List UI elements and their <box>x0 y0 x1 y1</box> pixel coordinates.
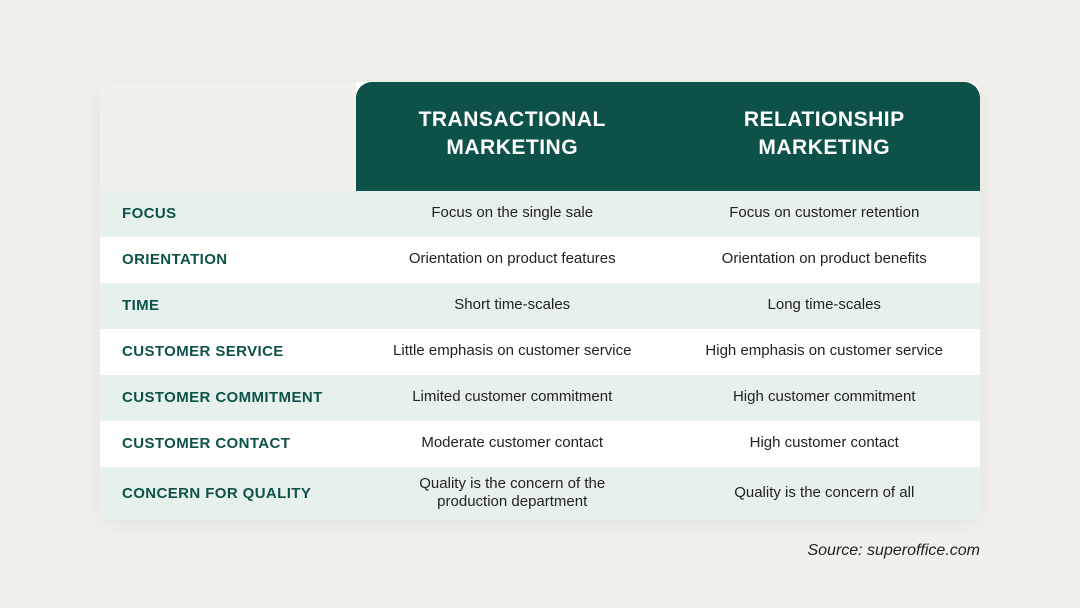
row-cell: High emphasis on customer service <box>668 329 980 375</box>
row-cell: High customer commitment <box>668 375 980 421</box>
table-header-relationship: RELATIONSHIP MARKETING <box>668 82 980 191</box>
table-row: ORIENTATION Orientation on product featu… <box>100 237 980 283</box>
table-header-empty <box>100 82 356 191</box>
table-header-transactional: TRANSACTIONAL MARKETING <box>356 82 668 191</box>
table-row: TIME Short time-scales Long time-scales <box>100 283 980 329</box>
row-cell: Limited customer commitment <box>356 375 668 421</box>
row-label: CUSTOMER COMMITMENT <box>100 375 356 421</box>
row-cell: Focus on the single sale <box>356 191 668 237</box>
row-cell: Moderate customer contact <box>356 421 668 467</box>
row-label: FOCUS <box>100 191 356 237</box>
table-header-row: TRANSACTIONAL MARKETING RELATIONSHIP MAR… <box>100 82 980 191</box>
row-label: CUSTOMER CONTACT <box>100 421 356 467</box>
table-row: CUSTOMER CONTACT Moderate customer conta… <box>100 421 980 467</box>
source-attribution: Source: superoffice.com <box>807 542 980 560</box>
row-cell: Orientation on product features <box>356 237 668 283</box>
table-row: CONCERN FOR QUALITY Quality is the conce… <box>100 467 980 521</box>
table-row: CUSTOMER COMMITMENT Limited customer com… <box>100 375 980 421</box>
row-cell: Orientation on product benefits <box>668 237 980 283</box>
row-label: CONCERN FOR QUALITY <box>100 467 356 521</box>
comparison-table-element: TRANSACTIONAL MARKETING RELATIONSHIP MAR… <box>100 82 980 520</box>
row-cell: Quality is the concern of all <box>668 467 980 521</box>
row-cell: Focus on customer retention <box>668 191 980 237</box>
comparison-table: TRANSACTIONAL MARKETING RELATIONSHIP MAR… <box>100 82 980 520</box>
row-cell: Little emphasis on customer service <box>356 329 668 375</box>
row-cell: Long time-scales <box>668 283 980 329</box>
row-cell: Short time-scales <box>356 283 668 329</box>
row-cell: High customer contact <box>668 421 980 467</box>
row-label: TIME <box>100 283 356 329</box>
row-label: CUSTOMER SERVICE <box>100 329 356 375</box>
table-row: CUSTOMER SERVICE Little emphasis on cust… <box>100 329 980 375</box>
row-cell: Quality is the concern of the production… <box>356 467 668 521</box>
row-label: ORIENTATION <box>100 237 356 283</box>
table-row: FOCUS Focus on the single sale Focus on … <box>100 191 980 237</box>
